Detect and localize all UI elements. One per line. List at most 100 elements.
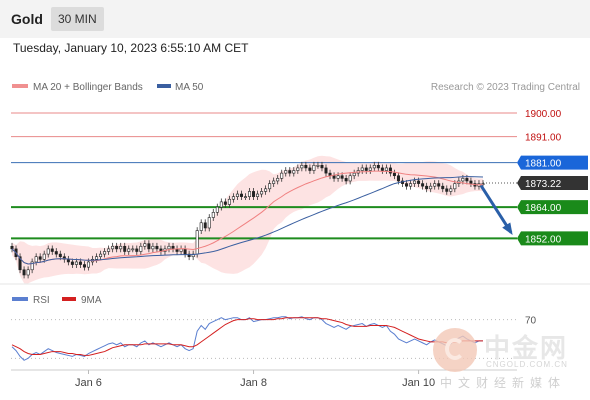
- candle-bull: [264, 188, 268, 192]
- candle-bull: [42, 253, 46, 260]
- candle-bear: [344, 178, 348, 182]
- candle-bull: [384, 167, 388, 171]
- candle-bear: [70, 261, 74, 265]
- rsi-legend-label: RSI: [33, 295, 50, 306]
- candle-bear: [405, 183, 409, 187]
- ma50-legend-swatch: [157, 84, 171, 88]
- candle-bull: [368, 167, 372, 171]
- candle-bear: [324, 167, 328, 174]
- candle-bull: [348, 175, 352, 182]
- candle-bear: [66, 259, 70, 263]
- level-label-box-1873.22: [517, 176, 588, 191]
- ma20-legend-label: MA 20 + Bollinger Bands: [33, 82, 143, 93]
- candle-bull: [74, 261, 78, 265]
- candle-bull: [449, 188, 453, 192]
- rsi-ma-legend-label: 9MA: [81, 295, 102, 306]
- candle-bull: [151, 245, 155, 250]
- candle-bear: [304, 164, 308, 169]
- candle-bear: [147, 243, 151, 250]
- candle-bull: [143, 243, 147, 247]
- candle-bull: [461, 178, 465, 182]
- candle-bear: [469, 180, 473, 184]
- level-label-1852.00: 1852.00: [525, 234, 562, 245]
- candle-bull: [111, 245, 115, 250]
- candle-bull: [372, 164, 376, 169]
- candle-bull: [119, 245, 123, 250]
- level-label-1864.00: 1864.00: [525, 203, 562, 214]
- x-tick-label: Jan 10: [402, 377, 435, 389]
- candle-bull: [268, 183, 272, 190]
- candle-bull: [409, 183, 413, 187]
- candle-bull: [336, 175, 340, 179]
- candle-bear: [396, 175, 400, 182]
- candle-bull: [453, 183, 457, 190]
- candle-bear: [364, 167, 368, 171]
- candle-bull: [243, 196, 247, 198]
- candle-bear: [82, 264, 86, 268]
- x-axis-ticks: Jan 6 Jan 8 Jan 10: [75, 370, 435, 389]
- candle-bear: [123, 245, 127, 252]
- candle-bull: [296, 167, 300, 171]
- rsi-ma-line: [11, 317, 483, 356]
- price-levels: [11, 112, 517, 240]
- level-labels: 1900.00 1891.00 1881.00 1873.22 1864.00 1852.…: [517, 109, 588, 246]
- candle-bull: [260, 191, 264, 195]
- ma50-legend-label: MA 50: [175, 82, 204, 93]
- level-label-box-1881.00: [517, 155, 588, 170]
- candle-bear: [288, 170, 292, 174]
- forecast-arrow: [479, 184, 513, 235]
- ma20-legend-swatch: [12, 84, 28, 88]
- candle-bull: [127, 248, 131, 252]
- candle-bull: [256, 193, 260, 197]
- candle-bull: [211, 212, 215, 218]
- candle-bull: [231, 196, 235, 200]
- candle-bear: [22, 269, 26, 276]
- candle-bear: [50, 248, 54, 252]
- candle-bull: [199, 222, 203, 231]
- candle-bear: [388, 167, 392, 174]
- candle-bull: [139, 245, 143, 252]
- candle-bear: [320, 164, 324, 169]
- candle-bull: [300, 164, 304, 169]
- candle-bull: [433, 183, 437, 187]
- level-label-1900.00: 1900.00: [525, 109, 562, 120]
- rsi-line: [11, 316, 483, 361]
- candle-bear: [376, 164, 380, 169]
- x-tick-label: Jan 8: [240, 377, 267, 389]
- candle-bull: [316, 164, 320, 167]
- candle-bear: [239, 193, 243, 197]
- candle-bear: [187, 253, 191, 258]
- forecast-arrow-head: [502, 222, 513, 235]
- candle-bear: [10, 245, 14, 250]
- watermark-tagline: 中文财经新媒体: [440, 376, 567, 390]
- candle-bull: [26, 269, 30, 276]
- candle-bear: [437, 183, 441, 187]
- level-label-1873.22: 1873.22: [525, 179, 562, 190]
- interval-button[interactable]: 30 MIN: [51, 7, 104, 31]
- moving-averages: [11, 170, 484, 265]
- ma50-line: [11, 176, 484, 265]
- rsi-legend-swatch: [12, 297, 28, 301]
- candle-bull: [131, 248, 135, 251]
- candle-bull: [272, 180, 276, 184]
- rsi-level-label: 70: [525, 316, 537, 327]
- candle-bull: [429, 185, 433, 190]
- candle-bear: [380, 167, 384, 171]
- symbol-title: Gold: [11, 11, 43, 27]
- candle-bear: [421, 183, 425, 187]
- timestamp: Tuesday, January 10, 2023 6:55:10 AM CET: [13, 41, 249, 55]
- candle-bear: [58, 253, 62, 258]
- candle-bull: [227, 198, 231, 205]
- candle-bull: [219, 201, 223, 208]
- candle-bull: [248, 191, 252, 197]
- candle-bull: [312, 164, 316, 171]
- candle-bear: [332, 175, 336, 179]
- candle-bull: [46, 248, 50, 255]
- candle-bull: [276, 178, 280, 182]
- rsi-ma-legend-swatch: [62, 297, 76, 301]
- candle-bear: [135, 248, 139, 252]
- candle-bear: [417, 180, 421, 184]
- candle-bull: [360, 167, 364, 171]
- candle-bear: [38, 256, 42, 260]
- forecast-arrow-shaft: [479, 184, 513, 234]
